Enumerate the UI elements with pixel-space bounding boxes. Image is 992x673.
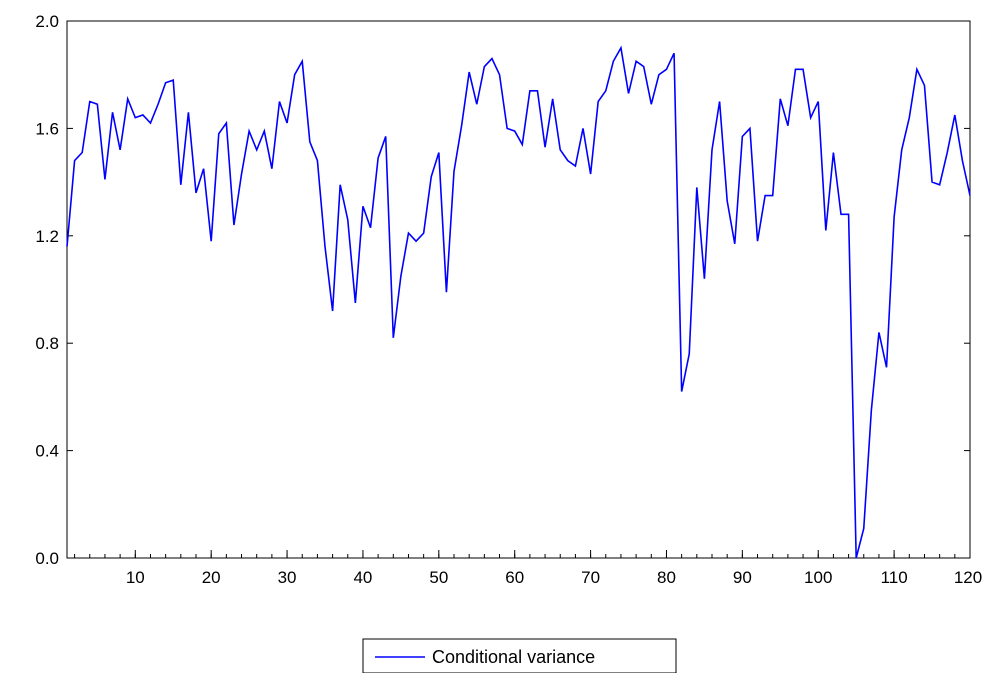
- series-line-conditional-variance: [66, 45, 971, 559]
- y-axis: 0.0 0.4 0.8 1.2 1.6 2.0: [35, 12, 970, 568]
- y-tick-label: 1.2: [35, 227, 59, 246]
- legend-label: Conditional variance: [432, 647, 595, 667]
- x-tick-label: 30: [278, 568, 297, 587]
- x-tick-label: 80: [657, 568, 676, 587]
- legend: Conditional variance: [362, 638, 677, 673]
- series-layer: [66, 45, 971, 559]
- x-tick-label: 120: [954, 568, 982, 587]
- y-tick-label: 0.4: [35, 442, 59, 461]
- y-tick-label: 2.0: [35, 12, 59, 31]
- x-tick-label: 20: [202, 568, 221, 587]
- legend-box: [362, 638, 677, 673]
- y-tick-label: 1.6: [35, 119, 59, 138]
- x-tick-label: 90: [733, 568, 752, 587]
- x-tick-label: 60: [505, 568, 524, 587]
- x-tick-label: 100: [804, 568, 832, 587]
- plot-area-frame: [66, 20, 971, 559]
- x-tick-label: 40: [353, 568, 372, 587]
- x-tick-label: 110: [881, 568, 908, 587]
- x-tick-label: 10: [126, 568, 145, 587]
- y-tick-label: 0.8: [35, 334, 59, 353]
- y-tick-label: 0.0: [35, 549, 59, 568]
- x-tick-label: 70: [581, 568, 600, 587]
- x-tick-label: 50: [429, 568, 448, 587]
- x-axis: 10 20 30 40 50 60 70 80 90 100 110 120: [74, 550, 982, 587]
